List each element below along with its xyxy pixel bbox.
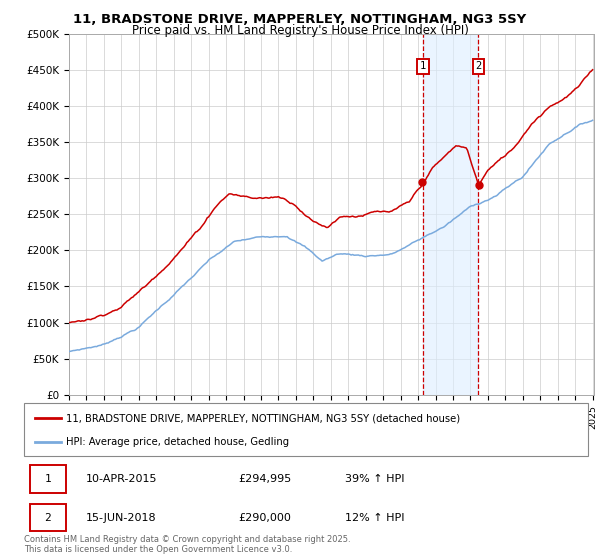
- Text: Contains HM Land Registry data © Crown copyright and database right 2025.
This d: Contains HM Land Registry data © Crown c…: [24, 535, 350, 554]
- Text: 12% ↑ HPI: 12% ↑ HPI: [346, 512, 405, 522]
- Text: 15-JUN-2018: 15-JUN-2018: [86, 512, 157, 522]
- FancyBboxPatch shape: [29, 465, 66, 493]
- Text: 11, BRADSTONE DRIVE, MAPPERLEY, NOTTINGHAM, NG3 5SY: 11, BRADSTONE DRIVE, MAPPERLEY, NOTTINGH…: [73, 13, 527, 26]
- Text: 2: 2: [475, 61, 482, 71]
- Bar: [423, 34, 478, 395]
- Text: 11, BRADSTONE DRIVE, MAPPERLEY, NOTTINGHAM, NG3 5SY (detached house): 11, BRADSTONE DRIVE, MAPPERLEY, NOTTINGH…: [66, 413, 460, 423]
- Text: 2: 2: [44, 512, 52, 522]
- Text: 1: 1: [419, 61, 426, 71]
- Text: 1: 1: [44, 474, 52, 484]
- Text: £294,995: £294,995: [238, 474, 292, 484]
- Text: HPI: Average price, detached house, Gedling: HPI: Average price, detached house, Gedl…: [66, 436, 289, 446]
- Text: £290,000: £290,000: [238, 512, 291, 522]
- FancyBboxPatch shape: [24, 403, 588, 456]
- Text: 39% ↑ HPI: 39% ↑ HPI: [346, 474, 405, 484]
- Text: 10-APR-2015: 10-APR-2015: [86, 474, 158, 484]
- FancyBboxPatch shape: [29, 504, 66, 531]
- Text: Price paid vs. HM Land Registry's House Price Index (HPI): Price paid vs. HM Land Registry's House …: [131, 24, 469, 37]
